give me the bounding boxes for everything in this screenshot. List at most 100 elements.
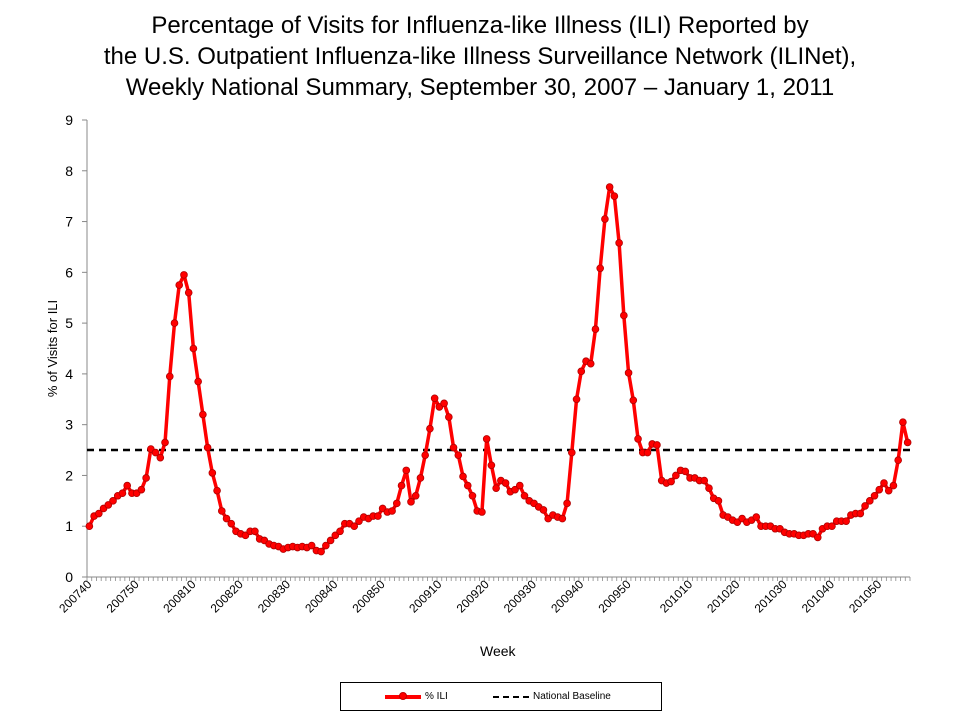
ili-data-point (643, 448, 652, 457)
ili-data-point (189, 344, 198, 353)
ili-data-point (449, 443, 458, 452)
legend-item-ili: % ILI (385, 683, 448, 710)
ili-data-point (180, 271, 188, 279)
ili-data-point (624, 369, 633, 377)
ili-data-point (672, 471, 680, 480)
ili-data-point (430, 394, 439, 403)
ili-data-point (842, 517, 850, 525)
ili-data-point (199, 410, 207, 419)
ili-data-point (85, 522, 94, 531)
ili-data-point (440, 399, 448, 408)
ili-data-point (903, 438, 912, 447)
ili-data-point (459, 472, 467, 481)
ili-data-point (894, 456, 902, 465)
ili-data-point (317, 547, 325, 556)
ili-data-point (426, 424, 434, 433)
ili-data-point (445, 413, 453, 421)
legend-ili-swatch (385, 691, 421, 700)
x-axis-label: Week (480, 643, 516, 659)
ili-data-point (861, 502, 869, 510)
x-tick-label: 200950 (595, 577, 633, 615)
ili-data-point (393, 499, 401, 508)
ili-data-point (336, 527, 344, 536)
ili-data-point (463, 481, 472, 490)
x-tick-label: 200740 (56, 577, 94, 615)
ili-data-point (478, 508, 486, 516)
ili-series-line (87, 185, 910, 554)
ili-data-point (482, 435, 491, 443)
legend-item-baseline: National Baseline (493, 683, 611, 710)
ili-data-point (416, 474, 425, 482)
ili-data-point (109, 497, 117, 505)
ili-data-point (610, 192, 619, 200)
title-line-1: Percentage of Visits for Influenza-like … (151, 12, 809, 39)
ili-data-point (870, 491, 879, 500)
ili-data-point (667, 477, 675, 486)
legend-baseline-label: National Baseline (533, 691, 611, 702)
y-tick-label: 8 (65, 163, 73, 179)
y-tick-label: 5 (65, 315, 73, 331)
ili-data-point (605, 183, 614, 191)
x-tick-label: 200840 (302, 577, 340, 615)
title-line-2: the U.S. Outpatient Influenza-like Illne… (103, 43, 857, 70)
ili-data-point (520, 491, 529, 500)
ili-data-point (714, 497, 723, 505)
y-tick-label: 9 (65, 112, 73, 128)
ili-data-point (568, 448, 576, 457)
ili-data-point (331, 531, 340, 540)
ili-data-point (142, 474, 150, 482)
ili-data-point (705, 484, 713, 492)
x-tick-label: 200940 (548, 577, 586, 615)
ili-data-point (653, 441, 661, 449)
x-tick-label: 200850 (350, 577, 388, 615)
ili-data-point (397, 481, 406, 490)
ili-data-point (95, 509, 103, 518)
y-tick-label: 4 (65, 366, 73, 382)
x-tick-label: 201010 (657, 577, 695, 615)
y-tick-label: 6 (65, 264, 73, 280)
ili-data-point (388, 507, 396, 515)
ili-data-point (884, 486, 893, 495)
ili-data-point (137, 485, 146, 494)
ili-data-point (251, 527, 259, 536)
ili-data-point (865, 497, 874, 505)
ili-data-point (563, 499, 571, 508)
ili-data-point (629, 396, 638, 405)
title-line-3: Weekly National Summary, September 30, 2… (125, 74, 835, 101)
ili-data-point (572, 395, 581, 404)
ili-data-point (241, 531, 250, 540)
ili-data-point (586, 359, 595, 368)
ili-data-point (421, 451, 429, 459)
ili-data-point (407, 498, 415, 506)
ili-data-point (161, 438, 169, 447)
ili-data-point (620, 311, 628, 320)
ili-data-point (875, 485, 884, 494)
x-tick-label: 200920 (454, 577, 492, 615)
y-tick-label: 2 (65, 467, 73, 483)
ili-data-point (700, 476, 709, 485)
legend-baseline-swatch (493, 695, 529, 698)
ili-data-point (492, 484, 500, 492)
ili-data-point (175, 281, 184, 289)
y-tick-label: 0 (65, 569, 73, 585)
ili-data-point (307, 541, 316, 550)
y-tick-label: 3 (65, 417, 73, 433)
ili-data-point (681, 467, 690, 476)
ili-data-point (856, 509, 865, 518)
ili-data-point (104, 501, 113, 509)
x-tick-label: 201040 (799, 577, 837, 615)
x-tick-label: 200810 (160, 577, 198, 615)
ili-data-point (880, 479, 888, 487)
legend: % ILI National Baseline (340, 682, 662, 711)
ili-data-point (123, 481, 132, 490)
x-tick-label: 201050 (846, 577, 884, 615)
y-axis-label: % of Visits for ILI (44, 299, 60, 398)
ili-data-point (601, 215, 609, 223)
ili-data-point (194, 377, 202, 386)
ili-data-point (355, 517, 363, 525)
ili-data-point (615, 239, 623, 247)
ili-data-point (596, 264, 604, 273)
ili-data-point (151, 448, 160, 457)
chart-title: Percentage of Visits for Influenza-like … (0, 10, 960, 103)
